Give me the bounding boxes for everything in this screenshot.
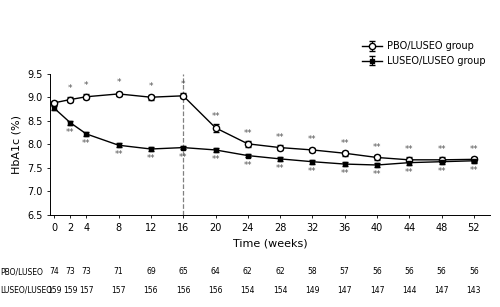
Text: 159: 159 (63, 286, 78, 295)
Text: **: ** (470, 166, 478, 175)
Text: 69: 69 (146, 267, 156, 276)
Text: **: ** (114, 150, 123, 159)
Text: *: * (84, 81, 88, 90)
Text: 147: 147 (370, 286, 384, 295)
Text: 144: 144 (402, 286, 416, 295)
Text: **: ** (82, 139, 90, 148)
Text: **: ** (308, 167, 316, 176)
Text: 156: 156 (208, 286, 223, 295)
Text: 143: 143 (466, 286, 481, 295)
Text: 58: 58 (308, 267, 317, 276)
Text: **: ** (405, 145, 413, 154)
Text: 154: 154 (240, 286, 255, 295)
Text: 157: 157 (112, 286, 126, 295)
Text: *: * (181, 80, 186, 89)
Text: 56: 56 (404, 267, 414, 276)
Text: **: ** (372, 170, 381, 179)
Text: 156: 156 (176, 286, 190, 295)
Y-axis label: HbA1c (%): HbA1c (%) (12, 115, 22, 174)
Text: **: ** (308, 135, 316, 144)
Text: 56: 56 (436, 267, 446, 276)
Text: 64: 64 (210, 267, 220, 276)
Text: **: ** (66, 128, 74, 137)
Text: PBO/LUSEO: PBO/LUSEO (0, 267, 44, 276)
Text: 156: 156 (144, 286, 158, 295)
Text: 149: 149 (305, 286, 320, 295)
Text: **: ** (244, 129, 252, 138)
Text: 73: 73 (66, 267, 75, 276)
Text: **: ** (340, 169, 349, 178)
Text: 73: 73 (82, 267, 91, 276)
Text: 157: 157 (79, 286, 94, 295)
Text: **: ** (212, 155, 220, 164)
Text: *: * (148, 82, 153, 91)
Text: **: ** (438, 145, 446, 154)
Text: 147: 147 (338, 286, 352, 295)
Text: **: ** (340, 138, 349, 148)
Text: 74: 74 (49, 267, 59, 276)
Text: **: ** (212, 112, 220, 121)
Text: 56: 56 (372, 267, 382, 276)
Text: LUSEO/LUSEO: LUSEO/LUSEO (0, 286, 52, 295)
Text: **: ** (470, 145, 478, 154)
Text: 147: 147 (434, 286, 449, 295)
Text: **: ** (438, 167, 446, 176)
Text: 56: 56 (469, 267, 478, 276)
X-axis label: Time (weeks): Time (weeks) (232, 238, 308, 248)
Text: **: ** (276, 133, 284, 142)
Text: 159: 159 (47, 286, 62, 295)
Text: 65: 65 (178, 267, 188, 276)
Text: *: * (68, 84, 72, 93)
Text: **: ** (244, 161, 252, 170)
Text: 71: 71 (114, 267, 124, 276)
Text: **: ** (405, 168, 413, 177)
Text: **: ** (276, 164, 284, 173)
Text: **: ** (146, 154, 155, 163)
Text: 57: 57 (340, 267, 349, 276)
Text: 62: 62 (243, 267, 252, 276)
Text: **: ** (179, 153, 188, 162)
Text: 154: 154 (273, 286, 287, 295)
Text: *: * (116, 78, 121, 87)
Text: 62: 62 (276, 267, 285, 276)
Legend: PBO/LUSEO group, LUSEO/LUSEO group: PBO/LUSEO group, LUSEO/LUSEO group (362, 41, 485, 66)
Text: **: ** (372, 143, 381, 152)
